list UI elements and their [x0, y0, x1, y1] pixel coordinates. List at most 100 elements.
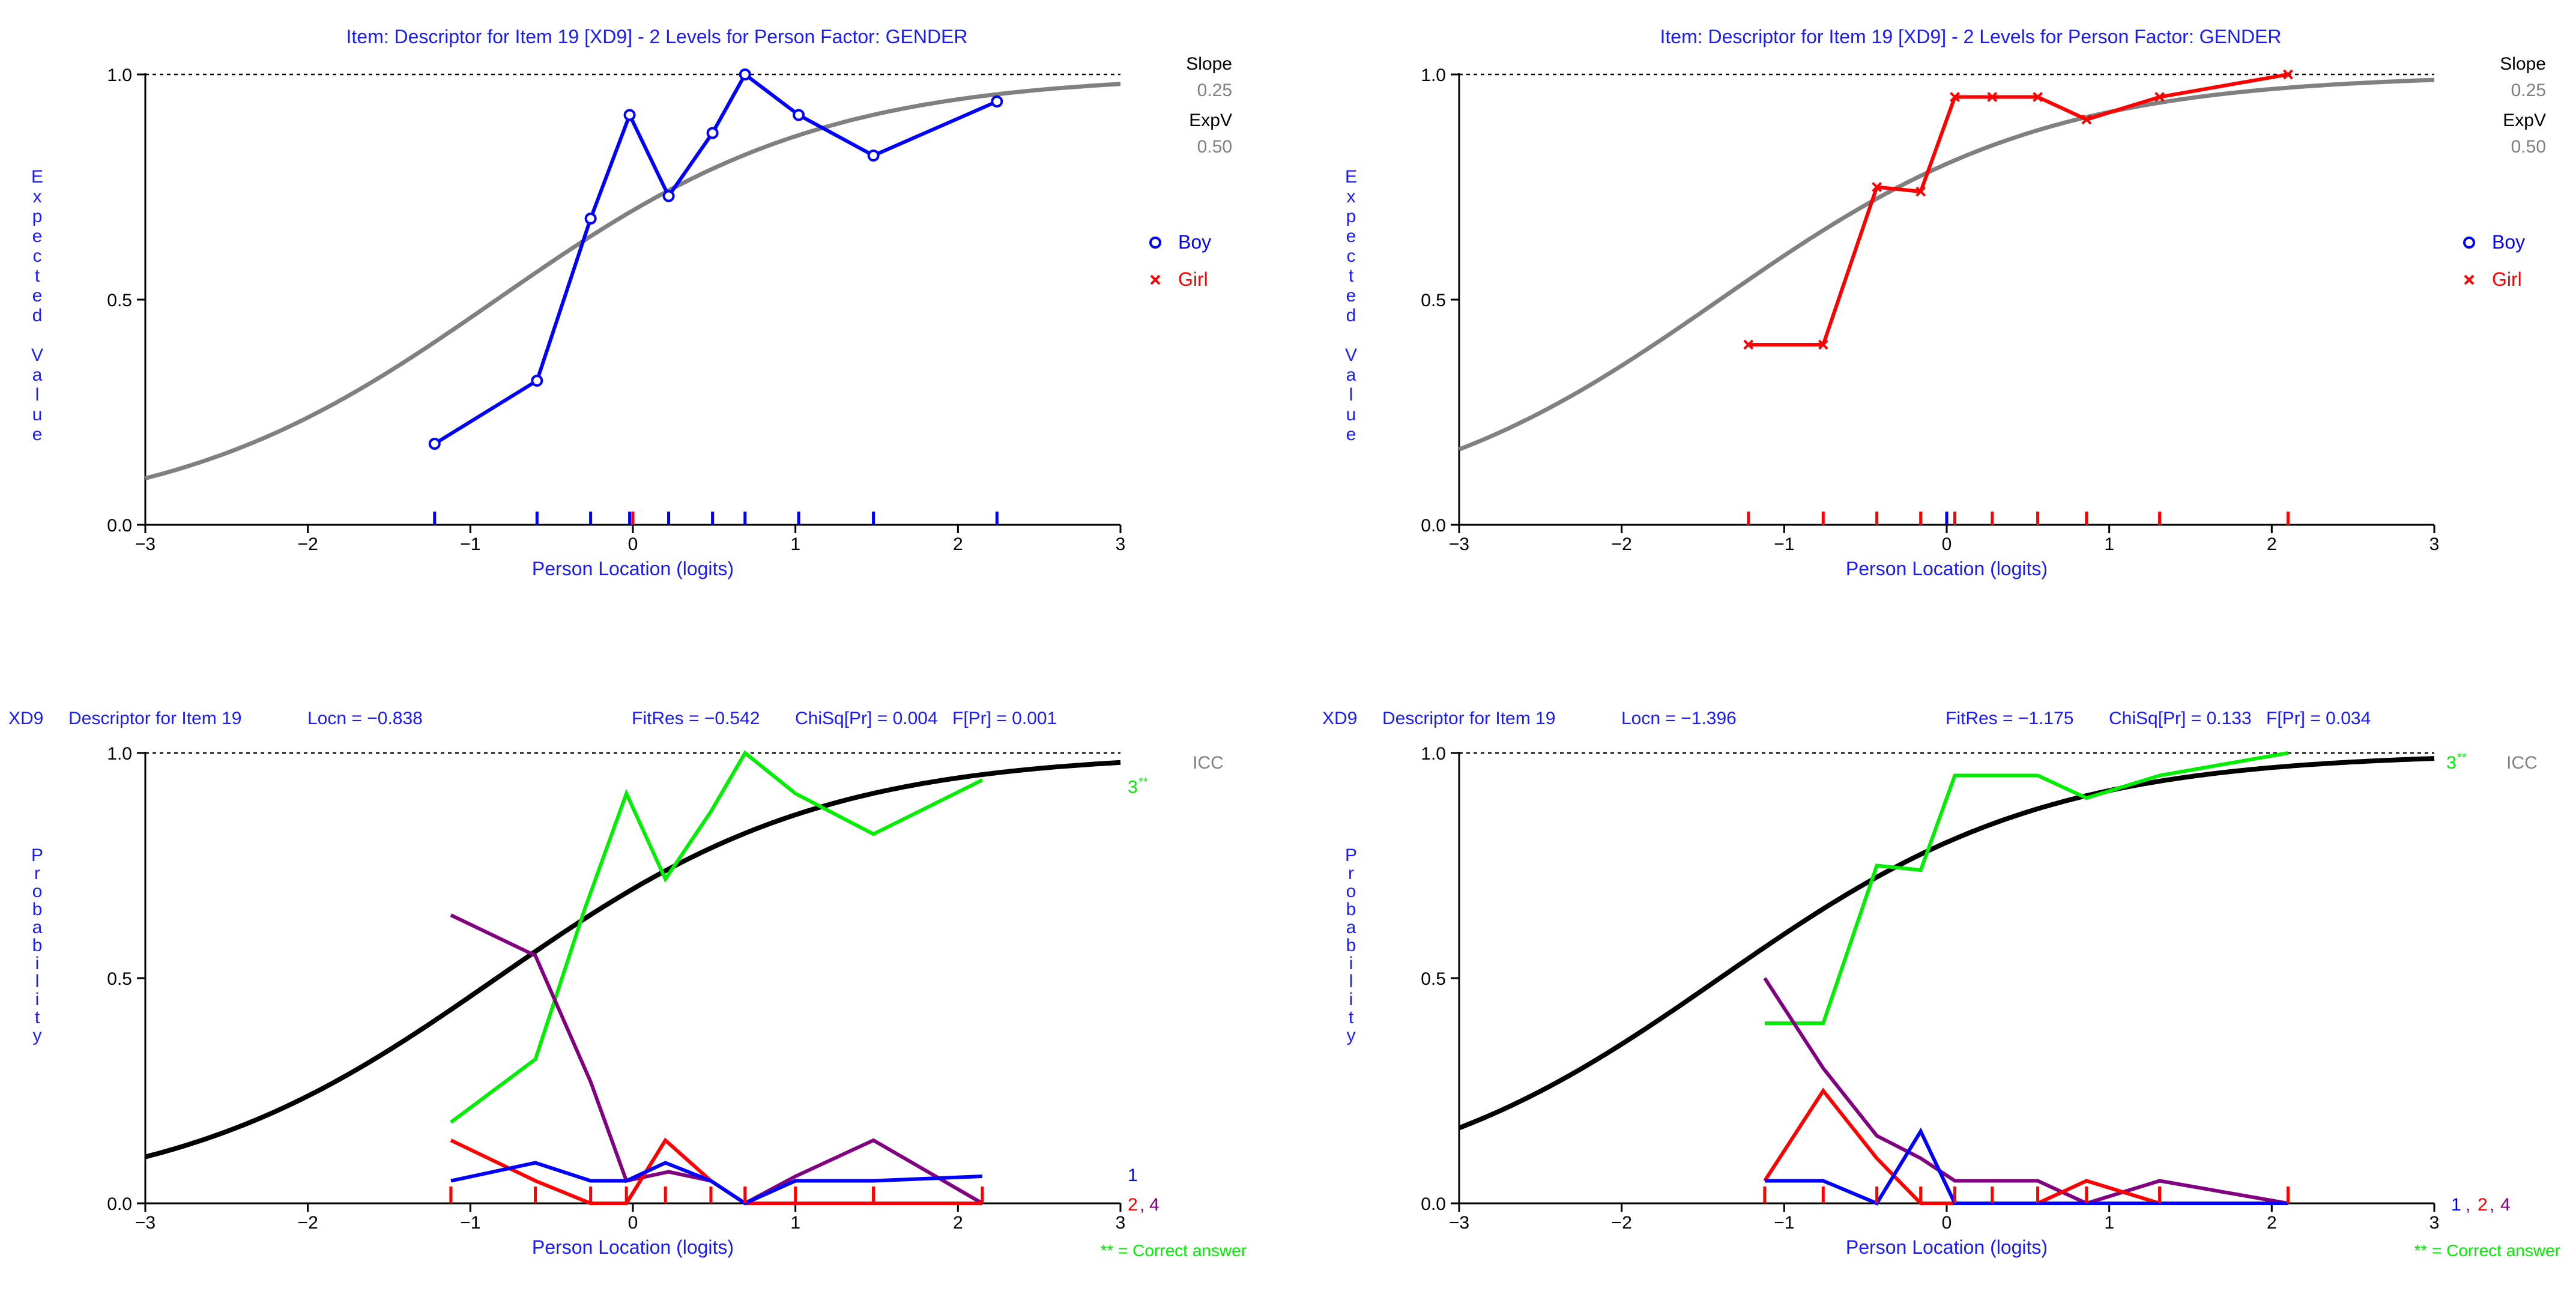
icc-curve [1458, 77, 2435, 452]
slope-value: 0.25 [2511, 80, 2546, 100]
item-descriptor: Descriptor for Item 19 [68, 709, 241, 728]
x-tick-label: 3 [1116, 534, 1126, 554]
f-probability: F[Pr] = 0.001 [952, 709, 1057, 728]
category-1-label: 1 [1128, 1165, 1138, 1185]
series-line-3 [1764, 1127, 2288, 1206]
chart-panel-2: 0.0 0.5 1.0 −3 −2 −1 0 1 2 3 Person Location (logi… [1345, 26, 2546, 579]
chart-panel-1: 0.0 0.5 1.0 −3 −2 −1 0 1 2 3 Person Location (logi… [31, 26, 1232, 579]
item-location: Locn = −0.838 [307, 709, 423, 728]
icc-curve [144, 760, 1121, 1159]
x-tick-label: −2 [1612, 1213, 1632, 1233]
y-tick-label: 0.5 [1421, 969, 1446, 989]
x-tick-label: −1 [1774, 534, 1794, 554]
data-point [623, 109, 636, 121]
icc-curve [1458, 756, 2435, 1131]
series-line-0 [1764, 751, 2288, 1025]
category-1-label: 1 [2451, 1195, 2461, 1215]
correct-answer-marker: ** [1138, 776, 1148, 789]
data-point [867, 150, 880, 162]
x-tick-label: −2 [1612, 534, 1632, 554]
x-tick-label: 2 [953, 1213, 963, 1233]
expv-label: ExpV [2503, 110, 2546, 130]
legend-label: Girl [2492, 268, 2522, 290]
icc-label: ICC [2506, 753, 2538, 773]
f-probability: F[Pr] = 0.034 [2266, 709, 2371, 728]
data-point [428, 438, 441, 450]
data-point [531, 375, 543, 387]
category-3-label: 3 [2446, 753, 2457, 773]
x-tick-label: 0 [628, 534, 638, 554]
data-point [662, 190, 675, 202]
x-tick-label: 2 [2267, 534, 2277, 554]
chi-square: ChiSq[Pr] = 0.004 [795, 709, 938, 728]
y-tick-label: 0.0 [1421, 516, 1446, 536]
data-point [2081, 114, 2092, 125]
x-tick-label: 2 [953, 534, 963, 554]
data-point [2154, 92, 2165, 102]
x-axis-label: Person Location (logits) [532, 1236, 734, 1258]
x-tick-label: −1 [1774, 1213, 1794, 1233]
x-axis-label: Person Location (logits) [532, 558, 734, 579]
data-point [2282, 69, 2293, 80]
series-line-2 [450, 1137, 982, 1205]
item-descriptor: Descriptor for Item 19 [1382, 709, 1555, 728]
chi-square: ChiSq[Pr] = 0.133 [2109, 709, 2252, 728]
series-line-1 [450, 913, 984, 1206]
icc-curve [145, 82, 1121, 480]
x-tick-label: 0 [628, 1213, 638, 1233]
x-tick-label: 1 [2104, 1213, 2114, 1233]
data-point [1915, 186, 1926, 197]
y-tick-label: 1.0 [107, 65, 132, 85]
category-2-label: 2 [2478, 1195, 2488, 1215]
data-point [706, 127, 719, 139]
y-tick-label: 0.5 [1421, 291, 1446, 310]
item-code: XD9 [1322, 709, 1357, 728]
slope-value: 0.25 [1197, 80, 1232, 100]
series-line-0 [434, 71, 998, 446]
x-tick-label: 1 [2104, 534, 2114, 554]
expv-label: ExpV [1189, 110, 1232, 130]
correct-answer-note: ** = Correct answer [1100, 1241, 1247, 1260]
expv-value: 0.50 [2511, 137, 2546, 157]
correct-answer-marker: ** [2457, 751, 2467, 764]
x-tick-label: 1 [790, 1213, 800, 1233]
y-tick-label: 0.5 [107, 291, 132, 310]
chart-title: Item: Descriptor for Item 19 [XD9] - 2 L… [1660, 26, 2282, 47]
category-4-label: 4 [2500, 1195, 2511, 1215]
y-tick-label: 1.0 [107, 744, 132, 764]
series-line-1 [1763, 977, 2288, 1206]
x-tick-label: −3 [1449, 534, 1469, 554]
data-point [739, 68, 751, 80]
legend-label: Girl [1178, 268, 1208, 290]
correct-answer-note: ** = Correct answer [2414, 1241, 2560, 1260]
x-tick-label: 0 [1942, 534, 1952, 554]
data-point [1950, 92, 1960, 102]
data-point [1872, 182, 1882, 192]
x-tick-label: −3 [135, 534, 156, 554]
category-2-label: 2 [1128, 1195, 1138, 1215]
series-line-0 [1748, 73, 2288, 346]
data-point [2033, 92, 2043, 102]
data-point [1818, 339, 1828, 350]
y-tick-label: 0.0 [107, 516, 132, 536]
series-line-0 [450, 750, 984, 1124]
legend-label: Boy [1178, 231, 1211, 253]
x-tick-label: 3 [2429, 1213, 2440, 1233]
category-separator: , [2466, 1195, 2470, 1215]
x-tick-label: −2 [298, 534, 318, 554]
x-tick-label: 3 [2429, 534, 2440, 554]
data-point [1743, 339, 1754, 350]
data-point [793, 109, 805, 121]
x-tick-label: 0 [1942, 1213, 1952, 1233]
category-separator: , [1140, 1195, 1144, 1215]
data-point [584, 213, 597, 225]
legend-marker [1150, 274, 1161, 285]
x-tick-label: 2 [2267, 1213, 2277, 1233]
y-tick-label: 0.0 [1421, 1194, 1446, 1214]
data-point [1987, 92, 1998, 102]
x-tick-label: −3 [1449, 1213, 1469, 1233]
y-tick-label: 1.0 [1421, 65, 1446, 85]
